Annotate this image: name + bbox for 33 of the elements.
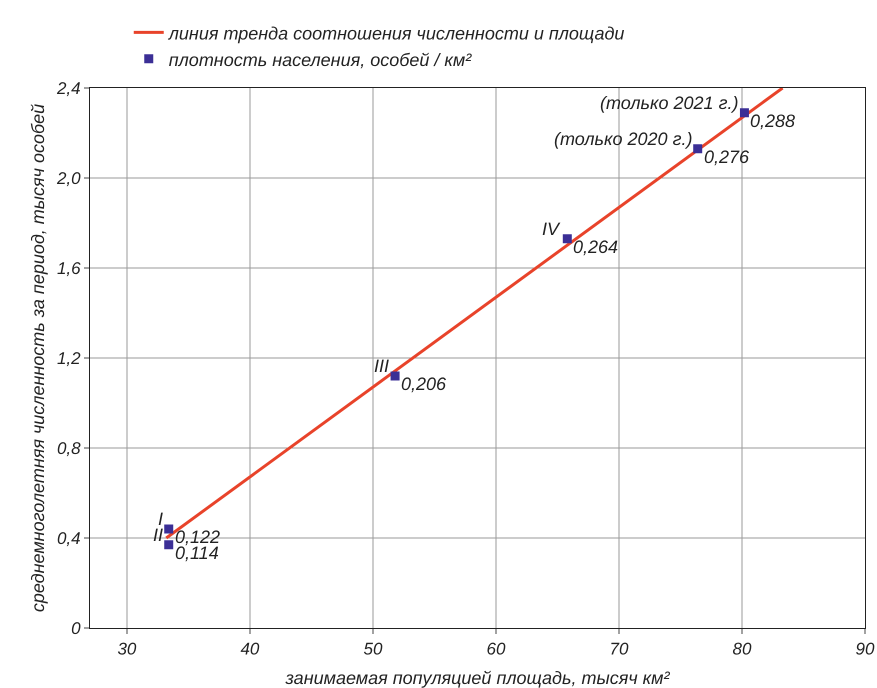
y-tick-label: 1,6 <box>56 258 82 278</box>
annotation: III <box>374 356 390 376</box>
x-tick-label: 70 <box>610 639 629 658</box>
point <box>390 372 400 380</box>
y-tick-label: 0,4 <box>56 528 81 548</box>
x-tick-label: 60 <box>486 639 506 658</box>
legend-label: линия тренда соотношения численности и площади <box>168 23 624 44</box>
point <box>164 540 174 550</box>
legend-label: плотность населения, особей / км² <box>168 50 472 70</box>
point <box>562 234 572 244</box>
x-tick-label: 90 <box>856 639 875 658</box>
point <box>164 524 174 534</box>
annotation: 0,122 <box>175 527 220 547</box>
annotation: IV <box>542 219 561 239</box>
annotation: 0,288 <box>750 111 796 131</box>
annotation: (только 2021 г.) <box>600 93 738 113</box>
point <box>740 108 749 118</box>
y-tick-label: 1,2 <box>56 348 82 368</box>
annotation: 0,264 <box>573 237 618 257</box>
y-tick-label: 0 <box>71 618 82 638</box>
x-tick-label: 30 <box>117 639 137 658</box>
annotation: 0,276 <box>704 147 750 167</box>
annotation: (только 2020 г.) <box>554 129 692 149</box>
y-tick-label: 0,8 <box>56 438 82 458</box>
y-tick-label: 2,0 <box>56 168 82 188</box>
point <box>693 144 702 154</box>
y-axis-title: среднемноголетняя численность за период, тысяч особей <box>28 104 48 612</box>
y-tick-label: 2,4 <box>56 78 81 98</box>
x-tick-label: 40 <box>240 639 260 658</box>
x-tick-label: 80 <box>732 639 752 658</box>
annotation: 0,206 <box>401 374 448 394</box>
x-axis-title: занимаемая популяцией площадь, тысяч км² <box>284 668 670 688</box>
x-tick-label: 50 <box>363 639 383 658</box>
